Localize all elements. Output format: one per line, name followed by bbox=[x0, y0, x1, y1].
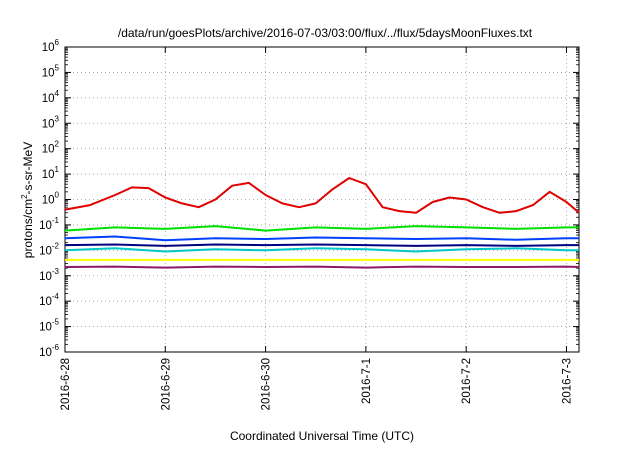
y-axis-label-unit: -s-sr-MeV bbox=[21, 142, 35, 195]
y-axis-label: protons/cm2-s-sr-MeV bbox=[20, 142, 35, 258]
y-tick-label: 10-6 bbox=[39, 343, 59, 359]
x-tick-label: 2016-7-1 bbox=[361, 358, 373, 404]
chart-title: /data/run/goesPlots/archive/2016-07-03/0… bbox=[118, 26, 533, 40]
y-tick-label: 10-5 bbox=[39, 318, 59, 334]
y-tick-label: 10-3 bbox=[39, 267, 59, 283]
y-tick-label: 102 bbox=[42, 140, 60, 156]
y-tick-label: 105 bbox=[42, 63, 60, 79]
series-line-2 bbox=[64, 225, 579, 232]
y-tick-label: 10-1 bbox=[39, 216, 59, 232]
x-tick-label: 2016-6-30 bbox=[261, 358, 273, 410]
y-tick-label: 106 bbox=[42, 38, 60, 54]
y-tick-label: 100 bbox=[42, 191, 60, 207]
grid bbox=[64, 47, 579, 352]
y-axis-label-exponent: 2 bbox=[20, 194, 29, 199]
series-line-4 bbox=[64, 235, 579, 242]
x-tick-label: 2016-7-2 bbox=[461, 358, 473, 404]
series-line-7 bbox=[64, 265, 580, 269]
y-tick-label: 10-4 bbox=[39, 292, 59, 308]
y-tick-label: 101 bbox=[42, 165, 60, 181]
y-axis-label-main: protons/cm bbox=[21, 199, 35, 258]
x-tick-label: 2016-6-28 bbox=[60, 358, 72, 410]
x-tick-label: 2016-6-29 bbox=[160, 358, 172, 410]
series-line-1 bbox=[64, 177, 580, 214]
series-line-5 bbox=[64, 243, 579, 247]
y-tick-label: 104 bbox=[42, 89, 60, 105]
x-tick-label: 2016-7-3 bbox=[561, 358, 573, 404]
y-tick-label: 10-2 bbox=[39, 241, 59, 257]
series-lines bbox=[64, 177, 580, 269]
y-tick-label: 103 bbox=[42, 114, 60, 130]
x-axis-label: Coordinated Universal Time (UTC) bbox=[230, 429, 414, 443]
series-line-3 bbox=[64, 247, 579, 253]
axis-ticks bbox=[64, 46, 579, 353]
x-tick-labels: 2016-6-28 2016-6-29 2016-6-30 2016-7-1 2016-… bbox=[60, 358, 573, 410]
y-tick-labels: 10-6 10-5 10-4 10-3 10-2 10-1 100 101 102 103 104 1… bbox=[39, 38, 59, 359]
